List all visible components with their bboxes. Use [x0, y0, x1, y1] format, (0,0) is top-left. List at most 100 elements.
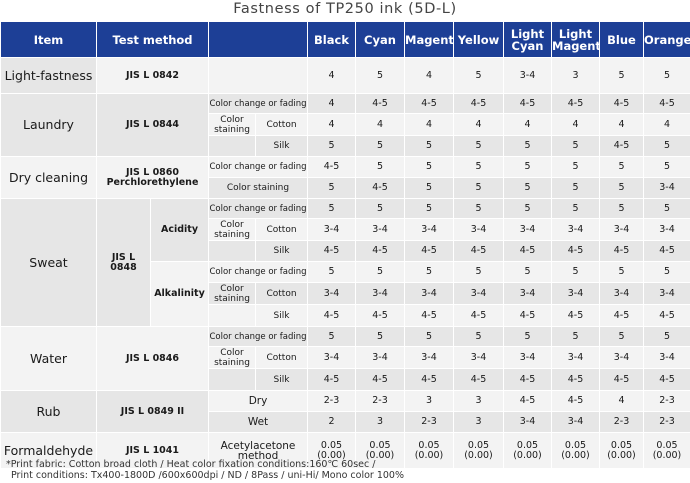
- value-cell: 2: [307, 411, 356, 433]
- value-cell: 4-5: [599, 304, 644, 327]
- value-cell: 4: [503, 113, 552, 136]
- value-cell: 3-4: [307, 218, 356, 241]
- value-cell: 3-4: [551, 346, 600, 369]
- value-cell: 4-5: [551, 390, 600, 412]
- value-cell: 5: [404, 198, 454, 219]
- value-cell: 4-5: [643, 240, 690, 262]
- value-cell: 3: [453, 411, 504, 433]
- value-cell: 4-5: [355, 304, 405, 327]
- sub-color-change: Color change or fading: [208, 261, 308, 283]
- value-cell: 4: [453, 113, 504, 136]
- value-cell: 5: [355, 198, 405, 219]
- value-cell: 4: [599, 113, 644, 136]
- value-cell: 5: [503, 261, 552, 283]
- header-color: Black: [307, 21, 356, 58]
- value-cell: 4-5: [307, 304, 356, 327]
- sub-color-staining: Color staining: [214, 219, 250, 240]
- value-cell: 5: [307, 198, 356, 219]
- header-row: Item Test method Black Cyan Magenta Yell…: [0, 21, 690, 58]
- table-row: Color staining 5 4-5 5 5 5 5 5 3-4: [1, 177, 690, 199]
- sub-staining-cotton: Color staining Cotton: [208, 346, 308, 369]
- value-cell: 2-3: [355, 390, 405, 412]
- item-formaldehyde: Formaldehyde: [0, 432, 97, 469]
- sub-dry: Dry: [208, 390, 308, 412]
- value-cell: 4-5: [643, 368, 690, 391]
- sub-silk: Silk: [208, 368, 308, 391]
- value-cell: 5: [599, 156, 644, 178]
- header-color: Magenta: [404, 21, 454, 58]
- value-cell: 4: [307, 57, 356, 94]
- value-cell: 4: [404, 57, 454, 94]
- sub-staining-cotton: Color staining Cotton: [208, 282, 308, 305]
- value-cell: 5: [355, 326, 405, 347]
- value-cell: 4-5: [599, 135, 644, 157]
- value-cell: 5: [307, 135, 356, 157]
- value-cell: 3-4: [404, 282, 454, 305]
- value-cell: 5: [643, 261, 690, 283]
- table-row: Laundry JIS L 0844 Color change or fadin…: [0, 93, 690, 157]
- sub-acetylacetone: Acetylacetone method: [208, 432, 308, 469]
- value-cell: 5: [599, 177, 644, 199]
- sub-acidity: Acidity: [150, 198, 209, 262]
- value-cell: 4-5: [503, 368, 552, 391]
- value-cell: 4-5: [453, 304, 504, 327]
- value-cell: 4-5: [643, 304, 690, 327]
- value-cell: 5: [307, 326, 356, 347]
- value-cell: 3-4: [599, 346, 644, 369]
- value-cell: 4-5: [503, 93, 552, 114]
- value-cell: 4: [355, 113, 405, 136]
- value-cell: 3: [453, 390, 504, 412]
- table-row: Silk 5 5 5 5 5 5 4-5 5: [1, 135, 690, 157]
- value-cell: 5: [404, 177, 454, 199]
- table-row: Water JIS L 0846 Color change or fading …: [0, 326, 690, 391]
- header-blank: [208, 21, 308, 58]
- value-cell: 3-4: [503, 346, 552, 369]
- value-cell: 4-5: [307, 240, 356, 262]
- sub-color-change: Color change or fading: [208, 326, 308, 347]
- sub-blank: [208, 57, 308, 94]
- value-cell: 3-4: [307, 346, 356, 369]
- table-row: Dry cleaning JIS L 0860 Perchlorethylene…: [0, 156, 690, 199]
- value-cell: 4: [307, 93, 356, 114]
- table-row: Color staining Cotton 3-4 3-4 3-4 3-4 3-…: [1, 282, 690, 305]
- value-cell: 4-5: [551, 93, 600, 114]
- method-cell: JIS L 0844: [96, 93, 209, 157]
- table-row: Color staining Cotton 4 4 4 4 4 4 4 4: [1, 113, 690, 136]
- method-cell: JIS L 0849 II: [96, 390, 209, 433]
- value-cell: 5: [643, 156, 690, 178]
- value-cell: 3-4: [404, 346, 454, 369]
- value-cell: 3-4: [355, 346, 405, 369]
- value-cell: 5: [503, 326, 552, 347]
- value-cell: 4-5: [355, 177, 405, 199]
- method-cell: JIS L 0848: [96, 198, 151, 327]
- value-cell: 5: [355, 57, 405, 94]
- value-cell: 3-4: [453, 346, 504, 369]
- value-cell: 5: [599, 198, 644, 219]
- value-cell: 4: [307, 113, 356, 136]
- sub-silk-label: Silk: [273, 310, 290, 321]
- value-cell: 5: [643, 326, 690, 347]
- value-cell: 5: [404, 261, 454, 283]
- value-cell: 3-4: [355, 218, 405, 241]
- value-cell: 4-5: [503, 240, 552, 262]
- value-cell: 5: [404, 156, 454, 178]
- value-cell: 4: [551, 113, 600, 136]
- value-cell: 4-5: [599, 240, 644, 262]
- value-cell: 4-5: [503, 390, 552, 412]
- sub-silk: Silk: [208, 304, 308, 327]
- table-row: Wet 2 3 2-3 3 3-4 3-4 2-3 2-3: [1, 411, 690, 433]
- value-cell: 5: [643, 198, 690, 219]
- value-cell: 5: [355, 261, 405, 283]
- value-cell: 5: [453, 156, 504, 178]
- value-cell: 0.05 (0.00): [599, 432, 644, 469]
- table-row: Sweat JIS L 0848 Acidity Color change or…: [0, 198, 690, 327]
- value-cell: 5: [453, 261, 504, 283]
- value-cell: 5: [453, 326, 504, 347]
- value-cell: 3-4: [307, 282, 356, 305]
- sub-cotton: Cotton: [266, 288, 297, 299]
- value-cell: 5: [404, 135, 454, 157]
- value-cell: 5: [307, 261, 356, 283]
- value-cell: 5: [643, 135, 690, 157]
- table-row: Light-fastness JIS L 0842 4 5 4 5 3-4 3 …: [0, 57, 690, 94]
- header-color: Blue: [599, 21, 644, 58]
